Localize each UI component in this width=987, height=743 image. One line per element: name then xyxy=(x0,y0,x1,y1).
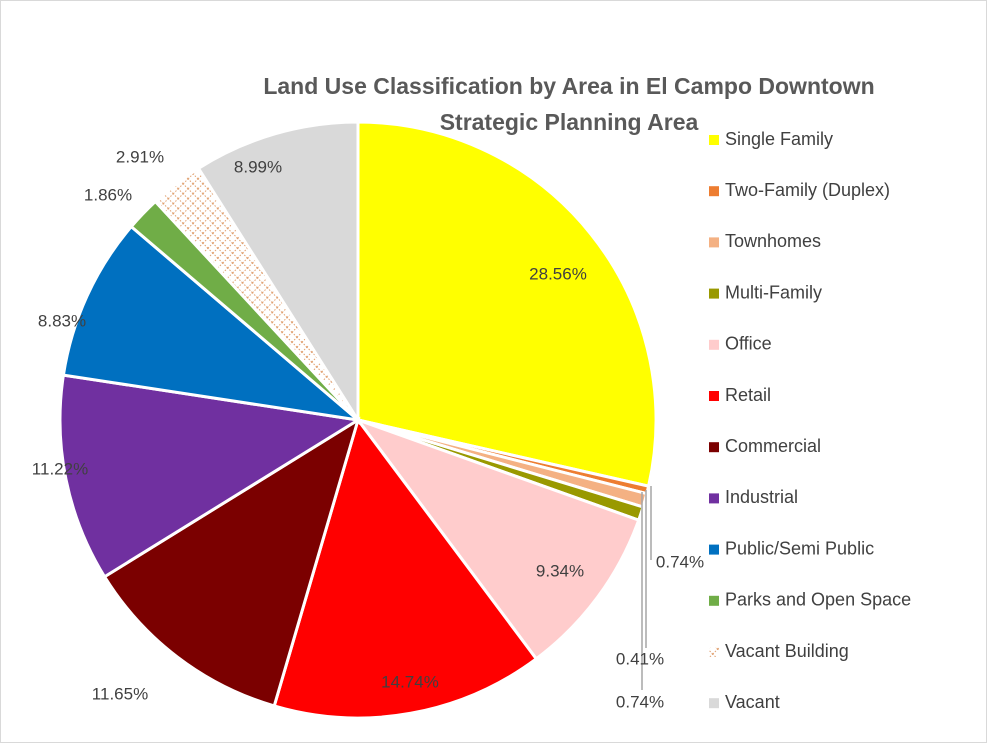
pie-slice xyxy=(58,373,363,579)
chart-title: Land Use Classification by Area in El Ca… xyxy=(263,73,875,135)
legend-swatch xyxy=(709,493,719,504)
data-label: 9.34% xyxy=(536,561,584,580)
legend-swatch xyxy=(709,595,719,606)
legend-label: Vacant xyxy=(725,692,780,712)
legend-swatch xyxy=(709,544,719,555)
data-label: 8.83% xyxy=(38,311,86,330)
legend-swatch xyxy=(709,186,719,197)
legend-label: Multi-Family xyxy=(725,282,822,302)
data-label: 0.74% xyxy=(616,692,664,711)
data-label: 1.86% xyxy=(84,185,132,204)
legend-label: Townhomes xyxy=(725,231,821,251)
legend-label: Two-Family (Duplex) xyxy=(725,180,890,200)
legend-label: Vacant Building xyxy=(725,641,849,661)
data-label: 2.91% xyxy=(116,147,164,166)
data-label: 8.99% xyxy=(234,157,282,176)
data-label: 0.41% xyxy=(616,649,664,668)
data-label: 28.56% xyxy=(529,264,587,283)
legend-swatch xyxy=(709,237,719,248)
pie-slice xyxy=(102,416,361,708)
data-label: 0.74% xyxy=(656,552,704,571)
pie-slice xyxy=(353,416,641,661)
pie-slice xyxy=(356,120,658,488)
legend-label: Office xyxy=(725,334,772,354)
legend-swatch xyxy=(709,698,719,709)
legend-label: Single Family xyxy=(725,129,833,149)
legend-label: Commercial xyxy=(725,436,821,456)
legend-swatch xyxy=(709,442,719,453)
data-label: 14.74% xyxy=(381,672,439,691)
data-label: 11.65% xyxy=(92,684,148,703)
legend-label: Parks and Open Space xyxy=(725,590,911,610)
legend-swatch xyxy=(709,288,719,299)
pie-slice xyxy=(272,416,539,720)
legend-swatch xyxy=(709,339,719,350)
legend-swatch xyxy=(709,391,719,401)
pie-slice xyxy=(196,120,360,426)
legend-label: Industrial xyxy=(725,487,798,507)
legend-label: Public/Semi Public xyxy=(725,538,874,558)
data-label: 11.22% xyxy=(32,459,88,478)
legend-swatch xyxy=(709,135,719,145)
legend-swatch xyxy=(709,647,719,657)
legend-label: Retail xyxy=(725,385,771,405)
pie-slice xyxy=(61,224,363,423)
